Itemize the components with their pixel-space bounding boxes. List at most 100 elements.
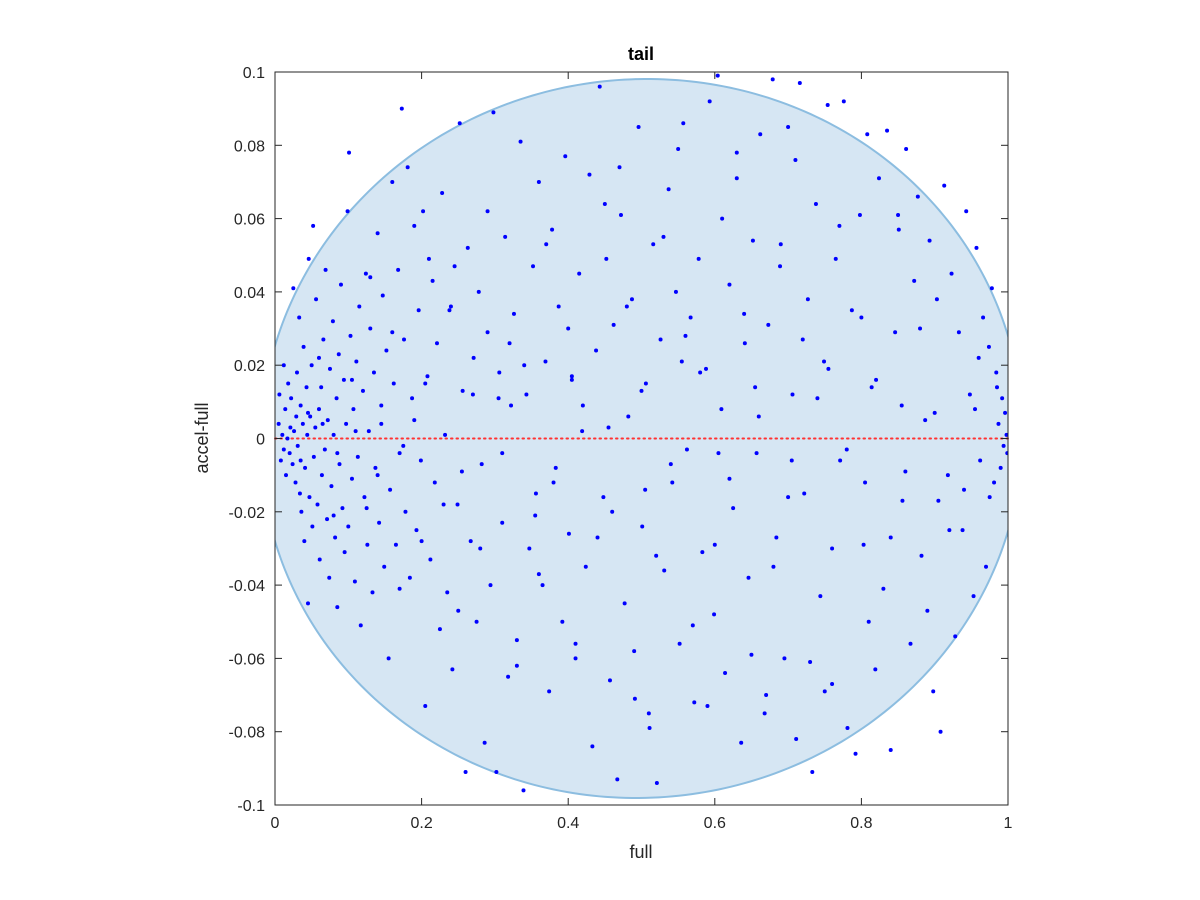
data-point	[566, 326, 571, 331]
data-point	[818, 594, 823, 599]
data-point	[750, 238, 755, 243]
data-point	[896, 212, 901, 217]
data-point	[432, 480, 437, 485]
data-point	[455, 502, 460, 507]
data-point	[426, 256, 431, 261]
data-point	[981, 315, 986, 320]
data-point	[452, 264, 457, 269]
data-point	[874, 377, 879, 382]
data-point	[440, 190, 445, 195]
data-point	[390, 330, 395, 335]
data-point	[402, 337, 407, 342]
data-point	[566, 531, 571, 536]
data-point	[375, 473, 380, 478]
data-point	[967, 392, 972, 397]
x-tick-label: 0.2	[410, 815, 432, 832]
data-point	[527, 546, 532, 551]
data-point	[329, 484, 334, 489]
data-point	[601, 495, 606, 500]
data-point	[797, 81, 802, 85]
data-point	[428, 557, 433, 562]
data-point	[849, 308, 854, 313]
y-tick-label: -0.08	[229, 725, 266, 742]
chart-title: tail	[628, 44, 654, 64]
data-point	[677, 641, 682, 646]
data-point	[569, 374, 574, 379]
data-point	[651, 242, 656, 247]
data-point	[518, 139, 523, 144]
data-point	[888, 748, 893, 753]
data-point	[280, 432, 285, 437]
data-point	[379, 403, 384, 408]
data-point	[756, 414, 761, 419]
data-point	[476, 289, 481, 294]
data-point	[488, 583, 493, 588]
data-point	[297, 491, 302, 496]
data-point	[716, 451, 721, 456]
data-point	[919, 553, 924, 558]
data-point	[960, 528, 965, 533]
data-point	[358, 623, 363, 628]
data-point	[978, 458, 983, 463]
data-point	[668, 462, 673, 467]
x-tick-label: 0	[271, 815, 280, 832]
data-point	[984, 564, 989, 569]
data-point	[342, 550, 347, 555]
data-point	[632, 649, 637, 654]
data-point	[618, 212, 623, 217]
data-point	[423, 381, 428, 386]
data-point	[514, 638, 519, 643]
data-point	[474, 619, 479, 624]
data-point	[673, 289, 678, 294]
data-point	[607, 678, 612, 683]
data-point	[1001, 443, 1006, 448]
y-axis-label: accel-full	[192, 402, 212, 473]
data-point	[448, 304, 453, 309]
data-point	[286, 381, 291, 386]
data-point	[514, 663, 519, 668]
data-point	[386, 656, 391, 661]
data-point	[302, 539, 307, 544]
data-point	[808, 660, 813, 665]
y-tick-label: -0.1	[237, 798, 265, 815]
data-point	[390, 179, 395, 184]
data-point	[313, 425, 318, 430]
data-point	[998, 465, 1003, 470]
data-point	[397, 451, 402, 456]
data-point	[690, 623, 695, 628]
data-point	[447, 308, 452, 313]
data-point	[742, 341, 747, 346]
data-point	[885, 128, 890, 133]
data-point	[758, 132, 763, 137]
data-point	[289, 396, 294, 401]
data-point	[494, 770, 499, 775]
data-point	[496, 396, 501, 401]
data-point	[670, 480, 675, 485]
data-point	[994, 370, 999, 375]
data-point	[956, 330, 961, 335]
data-point	[595, 535, 600, 540]
data-point	[509, 403, 514, 408]
data-point	[580, 429, 585, 434]
data-point	[857, 212, 862, 217]
data-point	[307, 495, 312, 500]
x-tick-label: 1	[1004, 815, 1013, 832]
data-point	[323, 267, 328, 272]
data-point	[770, 77, 775, 82]
data-point	[899, 403, 904, 408]
data-point	[351, 407, 356, 412]
data-point	[375, 231, 380, 236]
data-point	[822, 359, 827, 364]
data-point	[314, 297, 319, 302]
data-point	[947, 528, 952, 533]
data-point	[348, 333, 353, 338]
data-point	[873, 667, 878, 672]
data-point	[692, 700, 697, 705]
data-point	[299, 509, 304, 514]
data-point	[859, 315, 864, 320]
data-point	[754, 451, 759, 456]
data-point	[419, 539, 424, 544]
x-tick-label: 0.4	[557, 815, 579, 832]
data-point	[325, 418, 330, 423]
data-point	[368, 326, 373, 331]
